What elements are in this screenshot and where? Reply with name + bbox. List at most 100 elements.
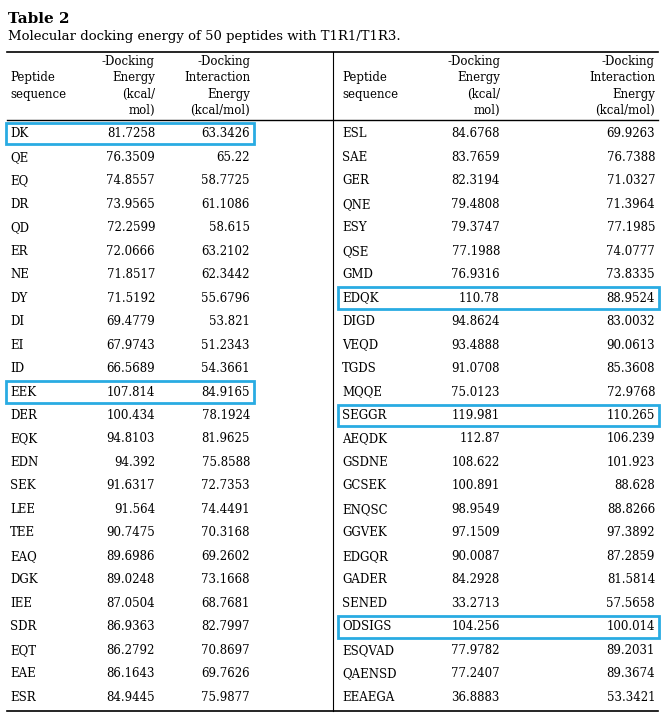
Text: 67.9743: 67.9743: [106, 339, 155, 352]
Text: 62.3442: 62.3442: [201, 268, 250, 281]
Text: SAE: SAE: [342, 151, 367, 164]
Text: DK: DK: [10, 127, 28, 140]
Text: 76.9316: 76.9316: [452, 268, 500, 281]
Text: EEAEGA: EEAEGA: [342, 691, 394, 704]
Text: MQQE: MQQE: [342, 385, 382, 398]
Text: EQK: EQK: [10, 433, 37, 446]
Text: 76.7388: 76.7388: [606, 151, 655, 164]
Text: 82.3194: 82.3194: [452, 174, 500, 187]
Text: EQ: EQ: [10, 174, 28, 187]
Text: AEQDK: AEQDK: [342, 433, 387, 446]
Text: 94.392: 94.392: [114, 456, 155, 469]
Text: Peptide
sequence: Peptide sequence: [342, 71, 398, 101]
Text: EDGQR: EDGQR: [342, 550, 388, 563]
Text: DR: DR: [10, 198, 28, 211]
Text: GSDNE: GSDNE: [342, 456, 388, 469]
Text: 94.8624: 94.8624: [452, 315, 500, 328]
Text: 71.3964: 71.3964: [606, 198, 655, 211]
Text: 101.923: 101.923: [606, 456, 655, 469]
Text: QNE: QNE: [342, 198, 370, 211]
Text: EDN: EDN: [10, 456, 39, 469]
Text: 110.78: 110.78: [459, 292, 500, 305]
Text: 97.3892: 97.3892: [606, 526, 655, 539]
Text: 93.4888: 93.4888: [452, 339, 500, 352]
Text: 75.9877: 75.9877: [201, 691, 250, 704]
Bar: [338, 616, 659, 638]
Text: 69.9263: 69.9263: [606, 127, 655, 140]
Text: 76.3509: 76.3509: [106, 151, 155, 164]
Text: 68.7681: 68.7681: [201, 597, 250, 610]
Text: 84.9445: 84.9445: [106, 691, 155, 704]
Text: 75.8588: 75.8588: [201, 456, 250, 469]
Text: GGVEK: GGVEK: [342, 526, 387, 539]
Text: 63.2102: 63.2102: [201, 244, 250, 257]
Text: -Docking
Interaction
Energy
(kcal/mol): -Docking Interaction Energy (kcal/mol): [184, 55, 250, 117]
Text: 89.3674: 89.3674: [606, 667, 655, 680]
Text: 94.8103: 94.8103: [106, 433, 155, 446]
Text: 79.4808: 79.4808: [452, 198, 500, 211]
Text: 72.9768: 72.9768: [606, 385, 655, 398]
Text: 89.0248: 89.0248: [106, 573, 155, 587]
Text: 87.2859: 87.2859: [606, 550, 655, 563]
Text: DI: DI: [10, 315, 24, 328]
Text: 90.7475: 90.7475: [106, 526, 155, 539]
Text: 87.0504: 87.0504: [106, 597, 155, 610]
Text: GADER: GADER: [342, 573, 387, 587]
Text: ESR: ESR: [10, 691, 36, 704]
Text: 74.0777: 74.0777: [606, 244, 655, 257]
Text: 75.0123: 75.0123: [452, 385, 500, 398]
Text: 82.7997: 82.7997: [201, 620, 250, 633]
Text: 89.6986: 89.6986: [106, 550, 155, 563]
Text: 85.3608: 85.3608: [606, 362, 655, 375]
Text: DY: DY: [10, 292, 27, 305]
Text: EEK: EEK: [10, 385, 36, 398]
Text: 57.5658: 57.5658: [606, 597, 655, 610]
Bar: [6, 381, 254, 403]
Text: 90.0613: 90.0613: [606, 339, 655, 352]
Text: 36.8883: 36.8883: [452, 691, 500, 704]
Text: 73.1668: 73.1668: [201, 573, 250, 587]
Text: 100.891: 100.891: [452, 480, 500, 493]
Text: Peptide
sequence: Peptide sequence: [10, 71, 66, 101]
Text: 71.0327: 71.0327: [606, 174, 655, 187]
Text: 83.7659: 83.7659: [452, 151, 500, 164]
Bar: [338, 288, 659, 309]
Text: -Docking
Energy
(kcal/
mol): -Docking Energy (kcal/ mol): [102, 55, 155, 117]
Text: DIGD: DIGD: [342, 315, 375, 328]
Text: 74.8557: 74.8557: [106, 174, 155, 187]
Text: 100.434: 100.434: [106, 409, 155, 422]
Text: SDR: SDR: [10, 620, 37, 633]
Text: ESY: ESY: [342, 221, 366, 234]
Text: VEQD: VEQD: [342, 339, 378, 352]
Text: 119.981: 119.981: [452, 409, 500, 422]
Text: 69.2602: 69.2602: [201, 550, 250, 563]
Text: ENQSC: ENQSC: [342, 503, 388, 516]
Text: 108.622: 108.622: [452, 456, 500, 469]
Text: 84.6768: 84.6768: [452, 127, 500, 140]
Text: TGDS: TGDS: [342, 362, 377, 375]
Text: 104.256: 104.256: [452, 620, 500, 633]
Text: 84.2928: 84.2928: [452, 573, 500, 587]
Text: 81.9625: 81.9625: [201, 433, 250, 446]
Bar: [338, 405, 659, 426]
Text: 72.7353: 72.7353: [201, 480, 250, 493]
Text: 65.22: 65.22: [217, 151, 250, 164]
Text: GER: GER: [342, 174, 369, 187]
Text: 33.2713: 33.2713: [452, 597, 500, 610]
Text: 88.8266: 88.8266: [606, 503, 655, 516]
Text: 77.1988: 77.1988: [452, 244, 500, 257]
Text: 72.2599: 72.2599: [106, 221, 155, 234]
Text: 73.8335: 73.8335: [606, 268, 655, 281]
Text: 91.6317: 91.6317: [106, 480, 155, 493]
Text: QD: QD: [10, 221, 29, 234]
Text: EI: EI: [10, 339, 23, 352]
Text: 90.0087: 90.0087: [452, 550, 500, 563]
Text: GCSEK: GCSEK: [342, 480, 386, 493]
Text: 97.1509: 97.1509: [452, 526, 500, 539]
Text: 77.1985: 77.1985: [606, 221, 655, 234]
Text: 72.0666: 72.0666: [106, 244, 155, 257]
Text: 66.5689: 66.5689: [106, 362, 155, 375]
Text: 53.3421: 53.3421: [606, 691, 655, 704]
Text: GMD: GMD: [342, 268, 373, 281]
Text: 100.014: 100.014: [606, 620, 655, 633]
